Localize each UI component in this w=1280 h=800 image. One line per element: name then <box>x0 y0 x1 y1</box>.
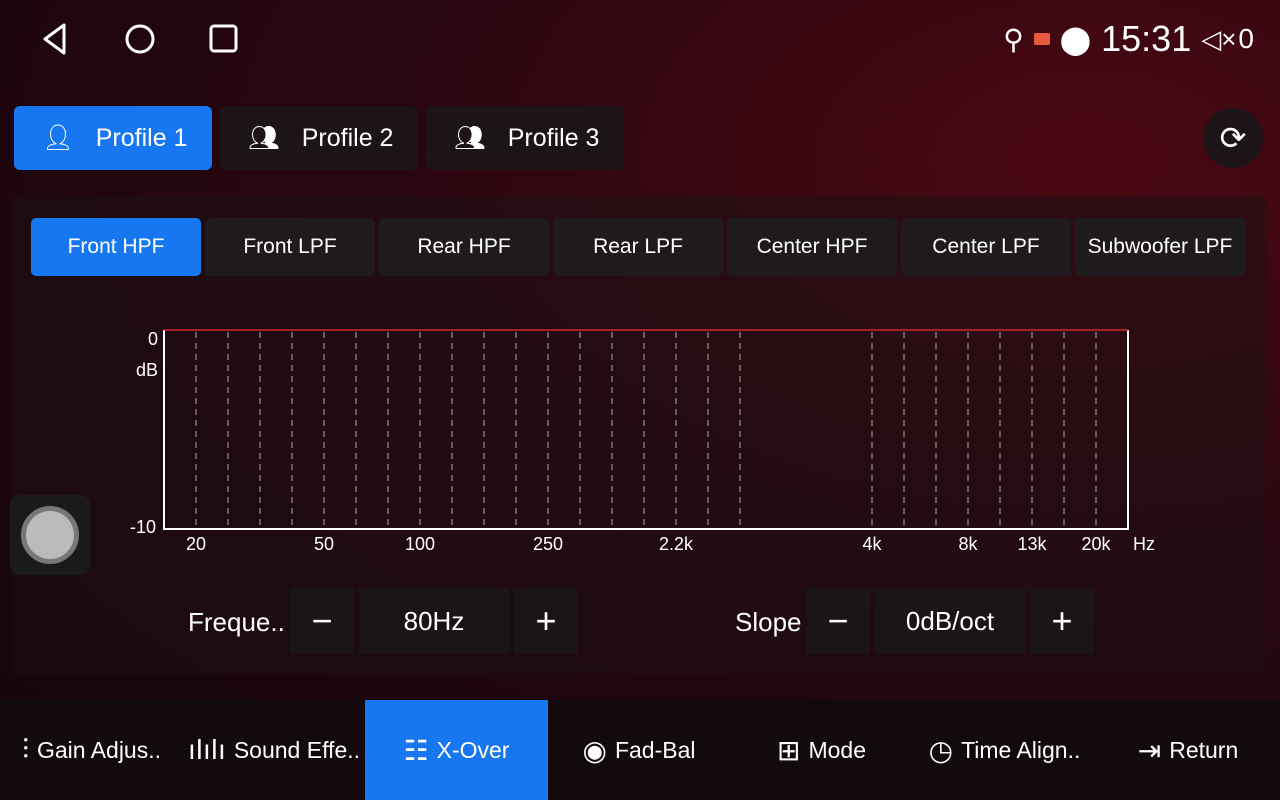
filter-tab-subwoofer-lpf[interactable]: Subwoofer LPF <box>1075 218 1245 276</box>
slope-plus-button[interactable]: + <box>1030 588 1094 654</box>
users-icon: 👥︎ <box>248 123 280 152</box>
filter-tab-front-hpf[interactable]: Front HPF <box>31 218 201 276</box>
filter-tab-rear-hpf[interactable]: Rear HPF <box>379 218 549 276</box>
slope-label: Slope <box>735 607 802 637</box>
equalizer-icon: ☷ <box>403 734 429 766</box>
slope-value: 0dB/oct <box>875 588 1025 654</box>
volume-level: 0 <box>1238 23 1254 54</box>
y-unit-label: dB <box>136 360 159 380</box>
nav-label: Gain Adjus.. <box>36 736 162 763</box>
reset-button[interactable]: ⟳ <box>1203 108 1263 168</box>
nav-label: X-Over <box>436 736 510 763</box>
x-tick-label: 8k <box>958 534 978 554</box>
nav-label: Time Align.. <box>961 736 1081 763</box>
slope-minus-button[interactable]: − <box>806 588 870 654</box>
return-icon: ⇥ <box>1137 734 1162 766</box>
filter-tab-rear-lpf[interactable]: Rear LPF <box>553 218 723 276</box>
nav-back-button[interactable] <box>40 22 70 61</box>
frequency-plus-button[interactable]: + <box>514 588 578 654</box>
profile-tab-3[interactable]: 👥︎ Profile 3 <box>426 106 624 170</box>
x-tick-label: 50 <box>313 534 335 554</box>
profile-tab-2[interactable]: 👥︎ Profile 2 <box>220 106 418 170</box>
axes <box>163 330 1129 530</box>
status-bar: ⚲ ⬤ 15:31 ◁× 0 <box>1003 18 1254 60</box>
x-tick-label: 4k <box>862 534 882 554</box>
response-chart <box>163 329 1129 530</box>
back-icon <box>43 23 66 55</box>
x-tick-label: 100 <box>404 534 436 554</box>
x-tick-label: 13k <box>1017 534 1047 554</box>
filter-tab-center-lpf[interactable]: Center LPF <box>901 218 1071 276</box>
nav-label: Fad-Bal <box>614 736 696 763</box>
y-bottom-label: -10 <box>130 517 157 537</box>
float-button[interactable] <box>10 495 90 575</box>
nav-label: Mode <box>808 736 866 763</box>
filter-tab-front-lpf[interactable]: Front LPF <box>205 218 375 276</box>
nav-gain-adjus[interactable]: ⫶ Gain Adjus.. <box>0 700 183 800</box>
recents-icon <box>209 24 238 53</box>
bottom-nav <box>0 700 1280 800</box>
user-icon: 👤︎ <box>42 123 74 152</box>
clock: 15:31 <box>1101 18 1192 59</box>
x-tick-label: 20k <box>1081 534 1111 554</box>
sliders-icon: ⫶ <box>21 733 29 765</box>
filter-tab-center-hpf[interactable]: Center HPF <box>727 218 897 276</box>
location-icon: ⬤ <box>1059 23 1092 55</box>
timer-icon: ◷ <box>928 734 954 766</box>
refresh-icon: ⟳ <box>1219 120 1247 156</box>
waveform-icon: ıǀıǀı <box>187 734 226 765</box>
nav-label: Return <box>1169 736 1239 763</box>
mode-icon: ⊞ <box>776 734 801 766</box>
nav-fad-bal[interactable]: ◉ Fad-Bal <box>548 700 730 800</box>
frequency-minus-button[interactable]: − <box>290 588 354 654</box>
frequency-label: Freque.. <box>188 607 285 637</box>
frequency-value: 80Hz <box>359 588 509 654</box>
x-tick-label: 20 <box>185 534 207 554</box>
home-icon <box>125 24 155 54</box>
nav-recents-button[interactable] <box>208 22 242 61</box>
nav-label: Sound Effe.. <box>233 736 361 763</box>
profile-tab-1[interactable]: 👤︎ Profile 1 <box>14 106 212 170</box>
usb-icon: ⚲ <box>1003 23 1024 55</box>
nav-x-over[interactable]: ☷ X-Over <box>365 700 548 800</box>
nav-time-align[interactable]: ◷ Time Align.. <box>913 700 1096 800</box>
x-tick-label: 250 <box>532 534 564 554</box>
group-icon: 👥︎ <box>454 123 486 152</box>
mute-icon: ◁× <box>1201 23 1237 54</box>
x-tick-label: 2.2k <box>658 534 694 554</box>
nav-return[interactable]: ⇥ Return <box>1096 700 1280 800</box>
y-top-label: 0 <box>148 329 159 349</box>
x-unit-label: Hz <box>1133 534 1155 554</box>
speaker-balance-icon: ◉ <box>582 734 607 766</box>
cast-icon <box>1033 33 1050 45</box>
nav-home-button[interactable] <box>124 22 158 61</box>
nav-mode[interactable]: ⊞ Mode <box>730 700 913 800</box>
nav-sound-effe[interactable]: ıǀıǀı Sound Effe.. <box>183 700 365 800</box>
